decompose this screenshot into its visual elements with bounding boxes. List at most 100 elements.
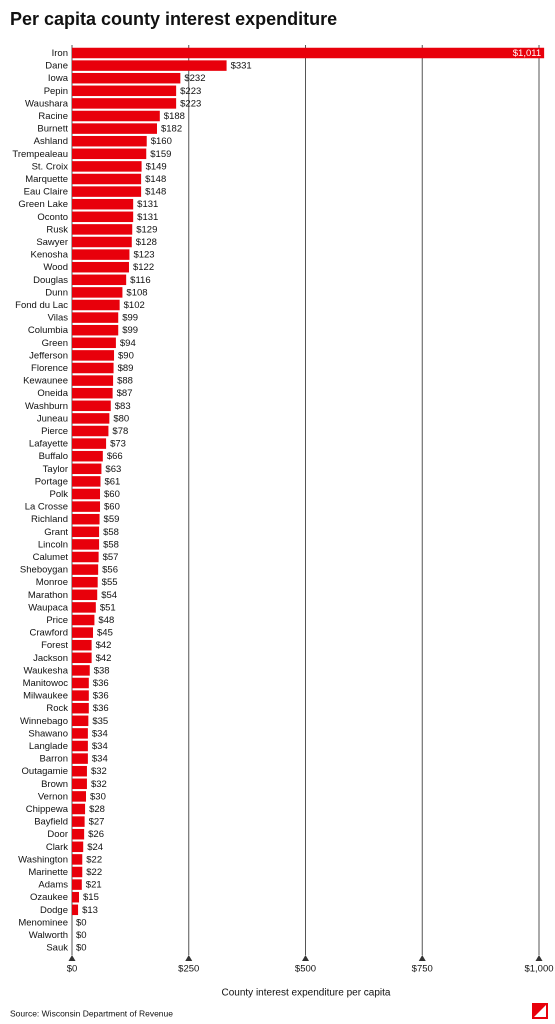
bar [72,261,129,273]
bar [72,715,89,727]
bar [72,324,119,336]
x-axis-title: County interest expenditure per capita [222,988,391,999]
value-label: $36 [93,678,109,689]
bar [72,728,88,739]
value-label: $32 [91,766,107,777]
value-label: $89 [118,363,134,374]
y-tick-label: Fond du Lac [15,300,68,311]
y-tick-label: Forest [41,640,68,651]
bar [72,476,101,487]
bar [72,526,100,538]
value-label: $32 [91,779,107,790]
y-tick-label: Rock [46,703,68,714]
bar [72,312,119,323]
value-label: $26 [88,829,104,840]
value-label: $83 [115,401,131,412]
bar [72,866,83,878]
value-label: $102 [124,300,145,311]
value-label: $108 [126,287,147,298]
y-tick-label: Sawyer [36,237,68,248]
bar [72,639,92,651]
y-tick-label: Shawano [28,728,68,739]
bar [72,778,87,790]
x-tick-label: $750 [412,964,433,975]
value-label: $28 [89,804,105,815]
x-tick-label: $1,000 [524,964,553,975]
y-tick-label: Barron [39,754,68,765]
value-label: $60 [104,502,120,513]
value-label: $24 [87,842,103,853]
bar [72,224,133,235]
y-tick-label: Douglas [33,275,68,286]
bar [72,602,96,613]
tick-mark [535,955,543,961]
bar [72,186,142,197]
value-label: $223 [180,86,201,97]
bar [72,551,99,563]
bar [72,828,85,840]
y-tick-label: Milwaukee [23,691,68,702]
y-tick-label: Taylor [43,464,68,475]
bar [72,47,545,59]
bar [72,362,114,374]
y-tick-label: Bayfield [34,817,68,828]
y-tick-label: Waukesha [23,665,68,676]
value-label: $60 [104,489,120,500]
bar [72,753,88,764]
value-label: $63 [105,464,121,475]
tick-mark [302,955,309,961]
bar [72,841,84,853]
y-tick-label: Sauk [46,943,68,954]
value-label: $22 [86,854,102,865]
value-label: $21 [86,880,102,891]
bar [72,501,101,512]
bar [72,337,116,349]
bar [72,690,89,701]
bar [72,236,132,248]
y-tick-label: Brown [41,779,68,790]
y-tick-label: Menominee [18,917,68,928]
y-tick-label: Columbia [28,325,69,336]
y-tick-label: Pierce [41,426,68,437]
y-tick-label: Pepin [44,86,68,97]
chart-title: Per capita county interest expenditure [10,9,337,29]
bar [72,677,89,689]
bar [72,463,102,475]
value-label: $58 [103,539,119,550]
bar [72,161,142,172]
value-label: $57 [103,552,119,563]
value-label: $90 [118,350,134,361]
bar [72,576,98,588]
value-label: $45 [97,628,113,639]
value-label: $149 [146,161,167,172]
bar [72,98,177,109]
value-label: $54 [101,590,117,601]
y-tick-label: Manitowoc [23,678,69,689]
value-label: $122 [133,262,154,273]
bar [72,740,88,752]
y-tick-label: Grant [44,527,68,538]
logo [532,1003,548,1019]
bar [72,85,177,97]
value-label: $66 [107,451,123,462]
value-label: $331 [231,61,252,72]
value-label: $148 [145,174,166,185]
y-tick-label: Kewaunee [23,376,68,387]
y-tick-label: Jefferson [29,350,68,361]
y-tick-label: Kenosha [30,250,68,261]
bar [72,148,147,160]
y-tick-label: Waupaca [28,602,68,613]
value-label: $48 [98,615,114,626]
bar [72,135,147,147]
value-label: $223 [180,98,201,109]
y-tick-label: Lafayette [29,439,68,450]
bar [72,400,111,412]
value-label: $0 [76,943,87,954]
value-label: $56 [102,565,118,576]
value-label: $34 [92,754,108,765]
value-label: $87 [117,388,133,399]
value-label: $160 [151,136,172,147]
y-tick-label: Adams [38,880,68,891]
y-tick-label: Washington [18,854,68,865]
value-label: $58 [103,527,119,538]
